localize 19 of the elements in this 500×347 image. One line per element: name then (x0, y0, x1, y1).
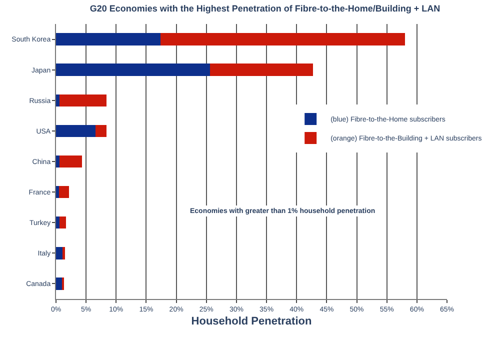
bar (56, 216, 60, 229)
bar (56, 124, 96, 138)
bar (160, 33, 405, 46)
bar (62, 247, 66, 260)
bar (96, 124, 107, 138)
bar (56, 155, 60, 168)
bar (56, 247, 63, 260)
x-axis-title: Household Penetration (191, 316, 312, 328)
bar (59, 186, 70, 198)
bar (60, 216, 66, 229)
bar (56, 278, 63, 290)
bar (56, 33, 161, 46)
chart-title: G20 Economies with the Highest Penetration of Fibre-to-the-Home/Building + LAN (90, 4, 440, 14)
bar (210, 64, 313, 76)
bar (56, 186, 60, 198)
bar (56, 94, 60, 106)
bar (60, 94, 107, 106)
bar (60, 155, 82, 168)
bar (56, 64, 210, 76)
